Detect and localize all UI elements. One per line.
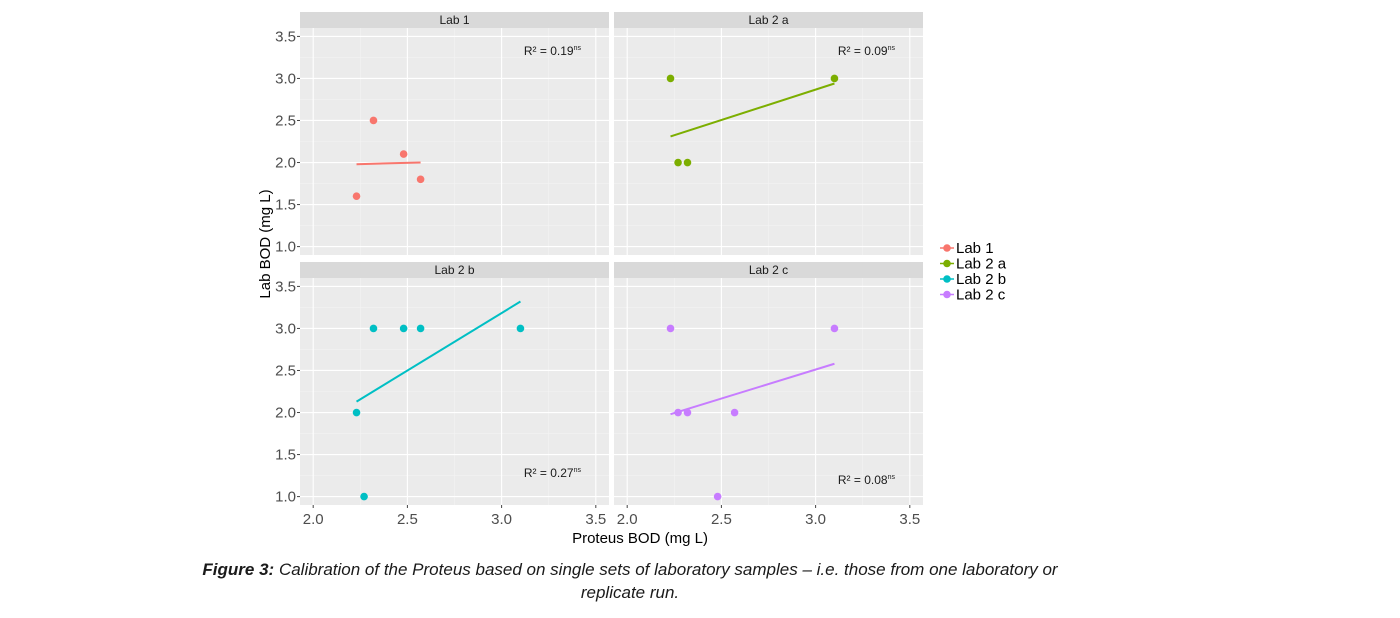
legend-key-point (943, 259, 951, 268)
x-tick-label: 2.5 (711, 511, 732, 528)
y-tick-label: 1.0 (275, 239, 296, 256)
figure-caption: Figure 3: Calibration of the Proteus bas… (180, 558, 1080, 604)
y-axis-title: Lab BOD (mg L) (257, 189, 274, 298)
legend-key-point (943, 275, 951, 283)
data-point (399, 324, 408, 333)
faceted-scatter-chart: Lab 1 1.0 1.5 2.0 2.5 3.0 3.5 R² = 0.19ns Lab 2 … (257, 12, 1007, 547)
facet-strip (614, 12, 923, 28)
x-axis-title: Proteus BOD (mg L) (572, 530, 708, 547)
data-point (369, 324, 378, 333)
facet-strip (614, 262, 923, 278)
y-tick-label: 1.0 (275, 489, 296, 506)
legend-label: Lab 1 (956, 240, 994, 257)
fit-line (670, 362, 835, 416)
data-point (352, 408, 361, 417)
x-tick-label: 3.0 (491, 511, 512, 528)
r-squared-label: R² = 0.27ns (524, 466, 582, 480)
caption-label: Figure 3: (202, 560, 275, 579)
facet-strip (300, 12, 609, 28)
x-tick-label: 2.0 (303, 511, 324, 528)
r-squared-label: R² = 0.08ns (838, 473, 896, 487)
y-tick-label: 2.0 (275, 155, 296, 172)
data-point (830, 324, 839, 333)
facet-panel: Lab 2 c 2.0 2.5 3.0 3.5 R² = 0.08ns (614, 262, 923, 528)
legend-item: Lab 2 a (940, 256, 1007, 273)
panels-layer: Lab 1 1.0 1.5 2.0 2.5 3.0 3.5 R² = 0.19ns Lab 2 … (275, 12, 923, 528)
data-point (730, 408, 739, 417)
data-point (369, 116, 378, 125)
facet-strip-label: Lab 2 c (749, 263, 788, 277)
data-point (674, 158, 682, 167)
legend-item: Lab 1 (940, 240, 994, 257)
r-squared-label: R² = 0.19ns (524, 44, 582, 58)
y-tick-label: 1.5 (275, 447, 296, 464)
y-tick-label: 1.5 (275, 197, 296, 214)
legend-label: Lab 2 b (956, 271, 1006, 288)
legend-item: Lab 2 b (940, 271, 1006, 288)
y-tick-label: 3.5 (275, 28, 296, 45)
data-point (666, 324, 675, 333)
y-tick-label: 3.5 (275, 278, 296, 295)
r-squared-label: R² = 0.09ns (838, 44, 896, 58)
fit-line (670, 82, 835, 138)
facet-panel: Lab 2 b 1.0 1.5 2.0 2.5 3.0 3.5 2.0 2.5 3.0 3.5 R² … (275, 262, 609, 528)
data-point (830, 74, 839, 83)
data-point (666, 74, 675, 83)
data-point (683, 158, 692, 167)
data-point (352, 192, 361, 200)
y-tick-label: 3.0 (275, 320, 296, 337)
x-tick-label: 2.0 (617, 511, 638, 528)
data-point (683, 408, 692, 417)
facet-panel: Lab 2 a R² = 0.09ns (614, 12, 923, 255)
facet-strip-label: Lab 1 (439, 13, 469, 27)
x-tick-label: 3.5 (585, 511, 606, 528)
legend-key-point (943, 290, 951, 299)
facet-panel: Lab 1 1.0 1.5 2.0 2.5 3.0 3.5 R² = 0.19ns (275, 12, 609, 256)
data-point (516, 324, 525, 333)
y-tick-label: 2.0 (275, 405, 296, 422)
facet-strip-label: Lab 2 b (434, 263, 474, 277)
fit-line (356, 300, 521, 403)
facet-strip (300, 262, 609, 278)
x-tick-label: 2.5 (397, 511, 418, 528)
data-point (416, 324, 425, 333)
data-point (674, 408, 682, 417)
caption-text: Calibration of the Proteus based on sing… (278, 560, 1058, 602)
x-tick-label: 3.0 (805, 511, 826, 528)
data-point (713, 492, 722, 501)
y-tick-label: 2.5 (275, 362, 296, 379)
data-point (360, 492, 368, 501)
legend-label: Lab 2 c (956, 287, 1006, 304)
data-point (416, 175, 425, 184)
legend-label: Lab 2 a (956, 256, 1007, 273)
y-tick-label: 3.0 (275, 70, 296, 87)
y-tick-label: 2.5 (275, 112, 296, 129)
legend-key-point (943, 244, 951, 252)
facet-strip-label: Lab 2 a (748, 13, 788, 27)
data-point (399, 150, 408, 158)
legend-item: Lab 2 c (940, 287, 1006, 304)
fit-line (356, 161, 421, 166)
x-tick-label: 3.5 (899, 511, 920, 528)
